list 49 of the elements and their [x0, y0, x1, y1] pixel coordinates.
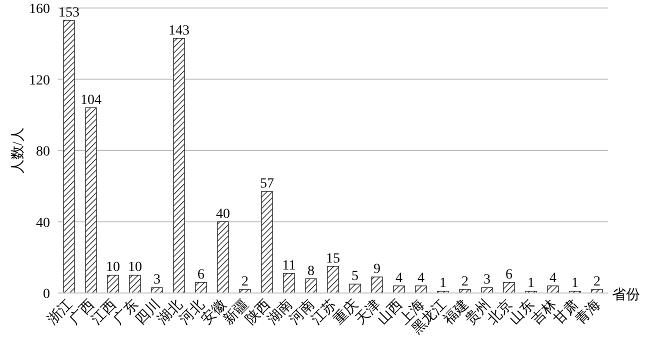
- bar: [283, 273, 295, 294]
- data-label: 57: [260, 176, 274, 192]
- bar: [129, 274, 141, 294]
- bar: [85, 107, 97, 294]
- data-label: 4: [418, 270, 424, 286]
- data-label: 2: [462, 274, 468, 290]
- data-label: 9: [374, 262, 380, 277]
- y-tick-label: 0: [43, 287, 50, 302]
- data-label: 1: [572, 276, 578, 292]
- data-label: 1: [440, 276, 446, 292]
- data-label: 2: [594, 274, 600, 290]
- bar: [305, 278, 317, 294]
- data-label: 5: [352, 269, 358, 284]
- data-label: 1: [528, 276, 534, 292]
- data-label: 4: [396, 270, 402, 286]
- data-label: 40: [216, 206, 230, 222]
- data-label: 11: [282, 258, 296, 274]
- bar: [349, 284, 361, 294]
- x-axis-title: 省份: [612, 287, 640, 303]
- y-tick-label: 120: [29, 73, 50, 88]
- y-tick-label: 40: [36, 216, 50, 231]
- bar: [261, 191, 273, 294]
- data-label: 10: [128, 260, 142, 276]
- data-label: 2: [242, 274, 248, 290]
- bar: [327, 266, 339, 294]
- bar: [173, 38, 185, 294]
- data-label: 8: [308, 264, 314, 279]
- data-label: 6: [506, 267, 512, 282]
- data-label: 143: [168, 23, 190, 38]
- bar: [393, 286, 405, 294]
- y-tick-label: 80: [36, 144, 50, 160]
- y-tick-label: 160: [29, 2, 50, 17]
- bar: [503, 282, 515, 294]
- bar: [63, 20, 75, 294]
- y-axis-title: 人数/人: [10, 128, 26, 174]
- bar: [195, 282, 207, 294]
- bar: [415, 286, 427, 294]
- bar: [217, 221, 229, 294]
- data-label: 15: [326, 251, 340, 266]
- data-label: 3: [154, 272, 160, 288]
- bar: [107, 274, 119, 294]
- data-label: 6: [198, 267, 204, 282]
- bar: [547, 286, 559, 294]
- data-label: 104: [80, 92, 102, 108]
- data-label: 10: [106, 260, 120, 276]
- data-label: 4: [550, 270, 556, 286]
- data-label: 3: [484, 272, 490, 288]
- bar: [371, 276, 383, 294]
- data-label: 153: [58, 5, 80, 20]
